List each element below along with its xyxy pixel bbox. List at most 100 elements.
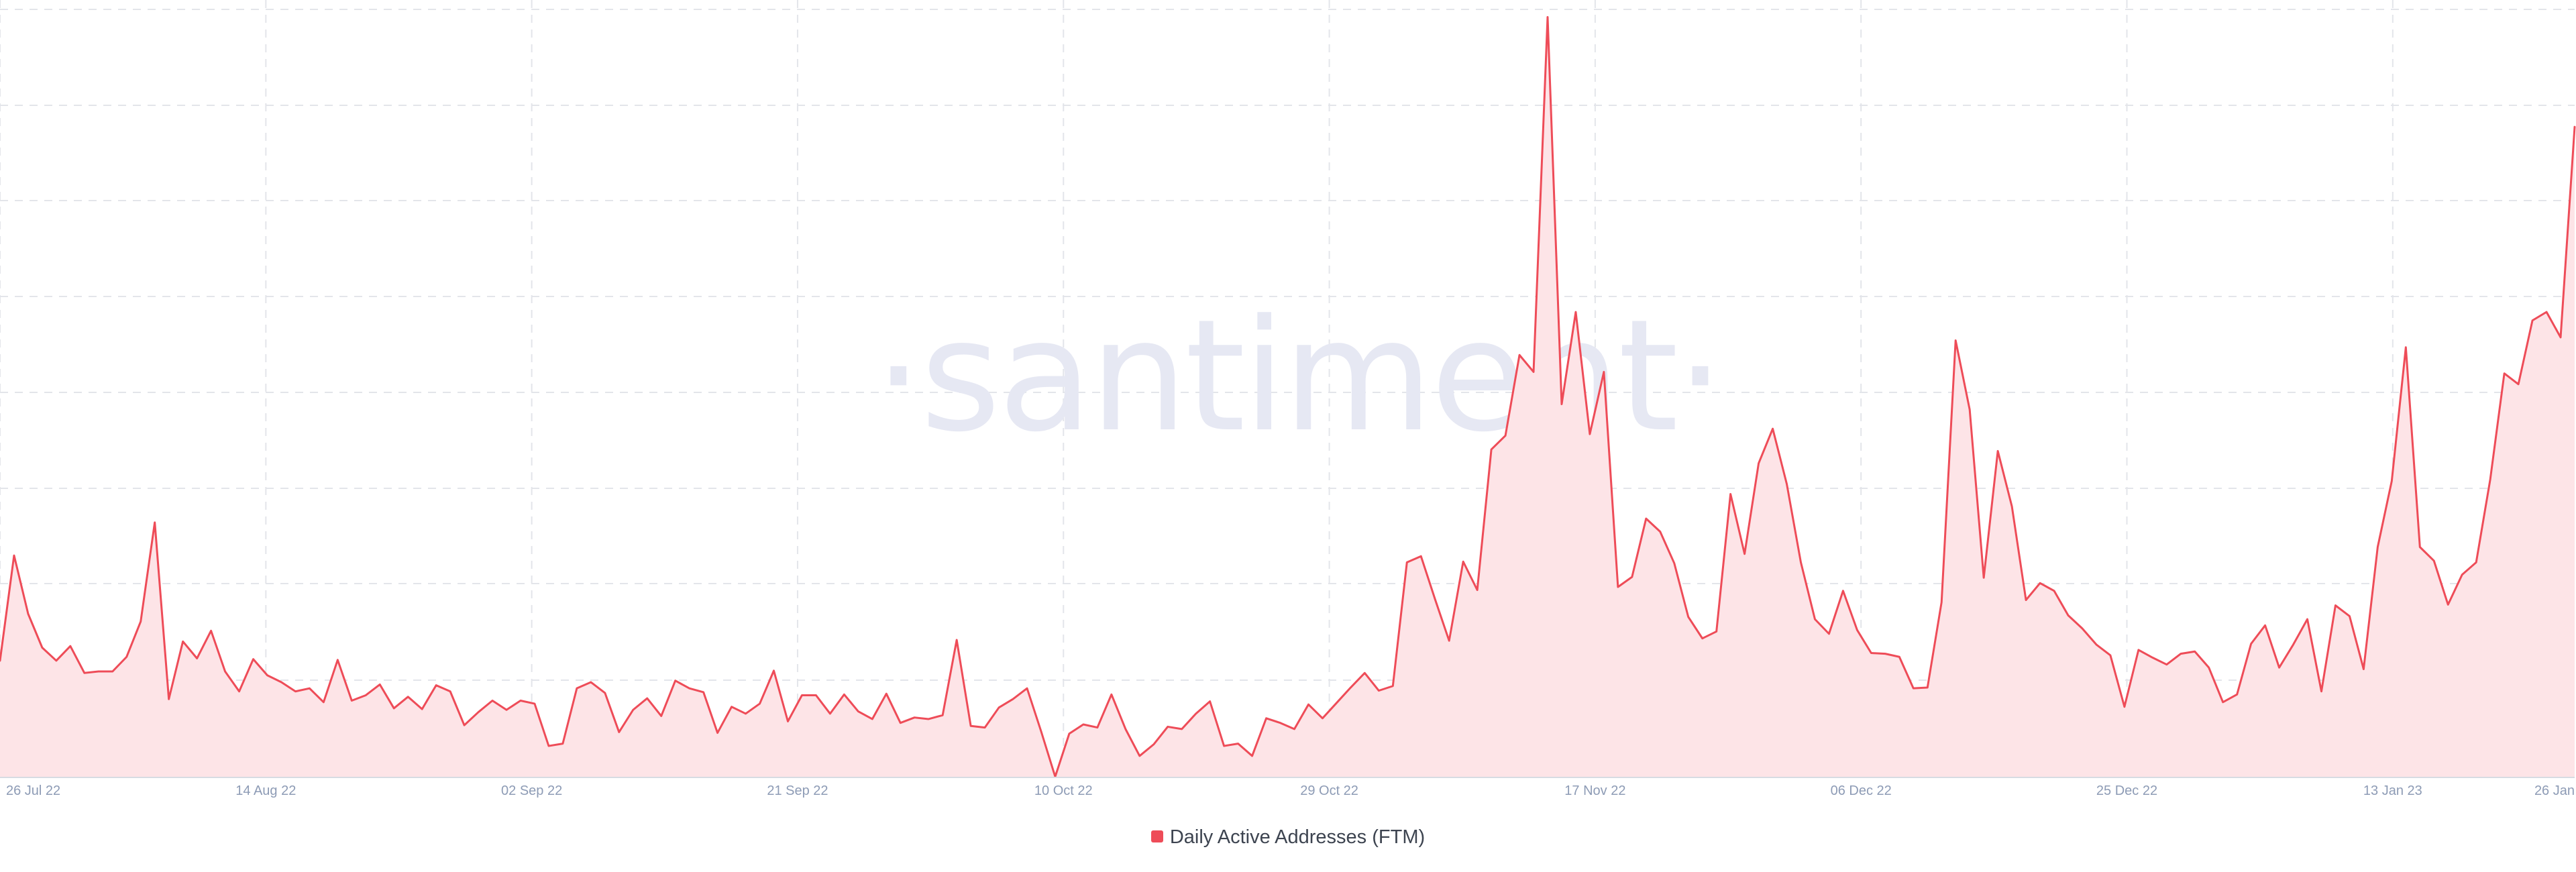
grid <box>0 0 2575 777</box>
data-point <box>2250 643 2253 645</box>
data-point <box>1912 687 1915 690</box>
x-tick-label: 10 Oct 22 <box>1034 783 1093 798</box>
data-point <box>1448 639 1450 642</box>
data-point <box>1954 339 1957 342</box>
data-point <box>1898 655 1900 658</box>
data-point <box>998 706 1000 709</box>
data-point <box>1279 722 1282 724</box>
data-point <box>1800 561 1803 563</box>
data-point <box>2503 372 2506 375</box>
data-point <box>731 706 733 708</box>
data-point <box>1391 685 1394 688</box>
data-point <box>828 712 831 715</box>
x-tick-label: 06 Dec 22 <box>1831 783 1892 798</box>
data-point <box>1181 728 1183 730</box>
data-point <box>1167 725 1169 728</box>
data-point <box>252 658 255 661</box>
series-line <box>0 15 2576 778</box>
data-point <box>1363 671 1366 674</box>
data-point <box>1434 598 1436 600</box>
x-axis-ticks: 26 Jul 22 14 Aug 22 02 Sep 22 21 Sep 22 10 O… <box>6 783 2575 798</box>
data-point <box>196 657 199 660</box>
data-point <box>590 681 592 684</box>
data-point <box>2545 311 2548 313</box>
data-point <box>1209 700 1212 703</box>
data-point <box>435 684 437 687</box>
data-point <box>2292 643 2295 646</box>
data-point <box>2067 614 2070 616</box>
data-point <box>843 693 845 696</box>
data-point <box>2320 690 2322 693</box>
data-point <box>927 718 930 720</box>
data-point <box>1349 686 1352 689</box>
data-point <box>969 724 972 727</box>
data-point <box>885 692 888 695</box>
data-point <box>1096 726 1099 729</box>
data-point <box>2025 599 2027 602</box>
x-tick-label: 25 Dec 22 <box>2096 783 2157 798</box>
data-point <box>899 722 902 724</box>
data-point <box>2573 125 2576 128</box>
data-point <box>632 708 635 711</box>
data-point <box>27 612 30 615</box>
data-point <box>2236 693 2239 696</box>
data-point <box>786 720 789 722</box>
data-point <box>745 712 747 715</box>
data-point <box>1265 717 1268 720</box>
data-point <box>2362 668 2365 671</box>
data-point <box>1589 433 1591 435</box>
legend-swatch <box>1150 830 1163 843</box>
data-point <box>773 669 775 672</box>
data-point <box>519 700 522 702</box>
data-point <box>1687 616 1690 618</box>
data-point <box>505 708 508 711</box>
data-point <box>1603 370 1605 373</box>
data-point <box>364 694 367 696</box>
data-point <box>857 710 859 713</box>
data-point <box>1518 353 1521 356</box>
data-point <box>1982 576 1985 579</box>
data-point <box>2278 666 2281 669</box>
data-point <box>140 620 142 623</box>
data-point <box>2404 346 2407 349</box>
data-point <box>83 671 86 674</box>
data-point <box>1026 687 1028 690</box>
chart-legend[interactable]: Daily Active Addresses (FTM) <box>0 826 2576 849</box>
data-point <box>97 670 100 673</box>
data-point <box>69 645 72 647</box>
data-point <box>449 690 451 693</box>
data-point <box>1884 653 1886 655</box>
data-point <box>1743 553 1746 555</box>
data-point <box>561 743 564 745</box>
data-point <box>1574 311 1577 313</box>
data-point <box>1940 601 1943 604</box>
data-point <box>1926 686 1929 689</box>
data-point <box>182 640 184 643</box>
data-point <box>646 697 649 700</box>
data-point <box>2475 561 2477 563</box>
data-point <box>463 724 466 726</box>
series-area <box>0 17 2575 778</box>
data-point <box>1715 630 1718 633</box>
data-point <box>2222 701 2224 704</box>
data-point <box>2010 505 2013 508</box>
data-point <box>2376 546 2379 549</box>
data-point <box>1110 693 1113 696</box>
data-point <box>1068 732 1071 735</box>
data-point <box>759 702 761 705</box>
data-point <box>2151 656 2154 659</box>
data-point <box>41 647 44 649</box>
data-point <box>2531 319 2534 322</box>
data-point <box>2418 546 2421 549</box>
data-point <box>2165 663 2168 666</box>
data-point <box>125 655 128 658</box>
data-point <box>1124 728 1127 730</box>
data-point <box>1237 743 1240 745</box>
data-point <box>913 716 916 719</box>
data-point <box>871 718 873 720</box>
data-point <box>1546 15 1549 18</box>
data-point <box>547 745 550 747</box>
data-point <box>955 639 958 641</box>
data-point <box>2137 649 2140 651</box>
